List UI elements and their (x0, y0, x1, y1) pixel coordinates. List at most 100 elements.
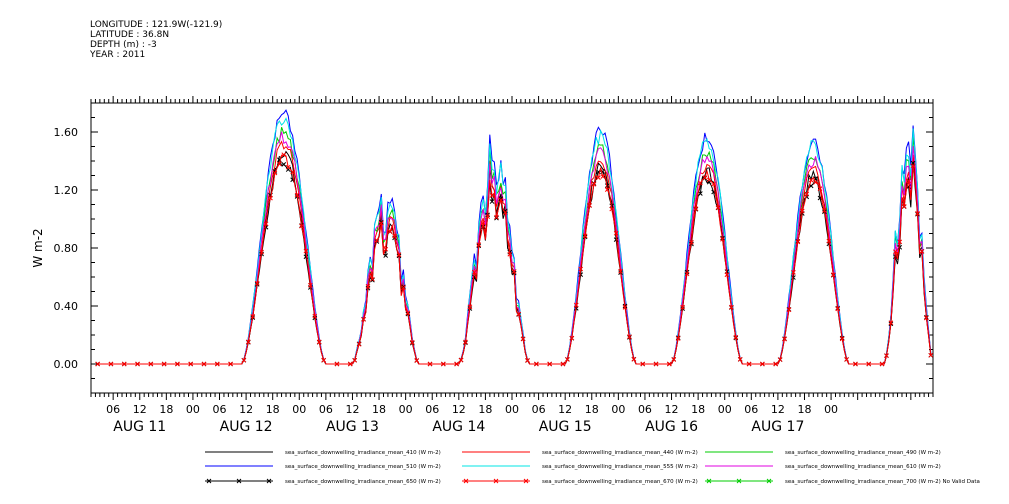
x-tick-label: 06 (638, 403, 652, 416)
legend-entry: sea_surface_downwelling_irradiance_mean_… (785, 479, 980, 485)
series-marker (844, 357, 849, 362)
series-marker (697, 180, 703, 186)
series-marker (370, 277, 375, 283)
legend-marker (206, 478, 212, 484)
legend-entry: sea_surface_downwelling_irradiance_mean_… (785, 450, 941, 456)
x-tick-label: 12 (771, 403, 785, 416)
y-tick-label: 1.60 (54, 126, 79, 139)
series-marker (618, 268, 623, 274)
series-marker (786, 307, 792, 313)
series-marker (910, 163, 916, 169)
legend-marker (493, 478, 499, 484)
series-marker (285, 164, 291, 170)
legend-entry: sea_surface_downwelling_irradiance_mean_… (542, 450, 698, 456)
series-marker (906, 178, 911, 184)
day-label: AUG 16 (645, 419, 698, 435)
series-marker (135, 361, 140, 367)
series-marker (804, 191, 810, 197)
series-marker (560, 361, 566, 367)
series-marker (201, 361, 207, 367)
x-tick-label: 18 (159, 403, 173, 416)
axis-ticks (90, 96, 934, 400)
series-marker (121, 361, 127, 367)
series-marker (454, 361, 459, 367)
x-tick-label: 00 (186, 403, 200, 416)
series-marker (596, 175, 601, 180)
axis-labels: 06 12 18 00 06 12 18 00 06 12 18 00 06 12 18 00 06 12 18 00… (31, 126, 838, 435)
series-marker (729, 304, 734, 310)
series-marker (573, 302, 579, 308)
legend-entry: sea_surface_downwelling_irradiance_mean_… (285, 464, 441, 470)
series-marker (254, 280, 260, 286)
series-marker (498, 197, 504, 203)
series-marker (241, 357, 247, 363)
legend-marker (266, 478, 272, 484)
x-tick-label: 18 (797, 403, 811, 416)
series-marker (228, 361, 233, 367)
series-marker (299, 223, 304, 229)
latitude-label: LATITUDE : 36.8N (90, 30, 170, 40)
series-marker (578, 266, 584, 272)
series-marker (582, 233, 588, 239)
series-marker (414, 358, 420, 363)
series-marker (609, 206, 615, 212)
series-marker (361, 317, 366, 322)
series-marker (440, 361, 446, 367)
y-axis-label: W m-2 (31, 228, 45, 267)
legend: sea_surface_downwelling_irradiance_mean_… (205, 450, 980, 485)
legend-entry: sea_surface_downwelling_irradiance_mean_… (542, 479, 698, 485)
x-tick-label: 18 (372, 403, 386, 416)
x-tick-label: 00 (824, 403, 838, 416)
series-marker (782, 336, 787, 342)
series-marker (879, 361, 885, 367)
series-marker (737, 356, 743, 362)
longitude-label: LONGITUDE : 121.9W(-121.9) (90, 20, 223, 30)
series-marker (383, 253, 389, 258)
series-marker (923, 315, 929, 321)
series-marker (578, 272, 584, 277)
series-marker (352, 357, 358, 363)
x-tick-label: 06 (425, 403, 439, 416)
series-marker (671, 357, 677, 362)
series-marker (715, 205, 721, 210)
series-marker (680, 304, 685, 310)
series-marker (591, 181, 597, 187)
series-marker (627, 334, 632, 340)
x-tick-label: 00 (505, 403, 519, 416)
legend-marker (463, 478, 469, 484)
x-tick-label: 00 (718, 403, 732, 416)
series-marker (378, 220, 384, 225)
series-marker (95, 361, 101, 367)
series-marker (458, 357, 464, 363)
legend-entry: sea_surface_downwelling_irradiance_mean_… (542, 464, 698, 470)
series-marker (604, 183, 610, 189)
legend-entry: sea_surface_downwelling_irradiance_mean_… (285, 450, 441, 456)
series-marker (901, 204, 907, 209)
series-marker (303, 248, 309, 254)
series-marker (401, 284, 406, 290)
series-marker (502, 208, 508, 214)
series-marker (405, 310, 411, 316)
series-marker (494, 215, 499, 221)
series-marker (830, 272, 836, 278)
day-label: AUG 17 (751, 419, 804, 435)
series-marker (387, 229, 393, 234)
series-marker (467, 304, 473, 310)
x-tick-label: 12 (239, 403, 253, 416)
series-marker (706, 177, 712, 183)
series-marker (773, 361, 779, 367)
day-label: AUG 12 (220, 419, 273, 435)
series-marker (148, 361, 154, 367)
legend-marker (236, 478, 242, 484)
x-tick-label: 00 (399, 403, 413, 416)
series-marker (724, 272, 730, 278)
series-marker (409, 339, 415, 345)
day-label: AUG 11 (113, 419, 166, 435)
series-marker (365, 284, 371, 289)
series-marker (640, 361, 646, 367)
series-marker (892, 249, 898, 255)
series-marker (321, 357, 327, 363)
series-marker (281, 162, 287, 167)
series-marker (928, 352, 934, 358)
series-marker (370, 276, 375, 282)
